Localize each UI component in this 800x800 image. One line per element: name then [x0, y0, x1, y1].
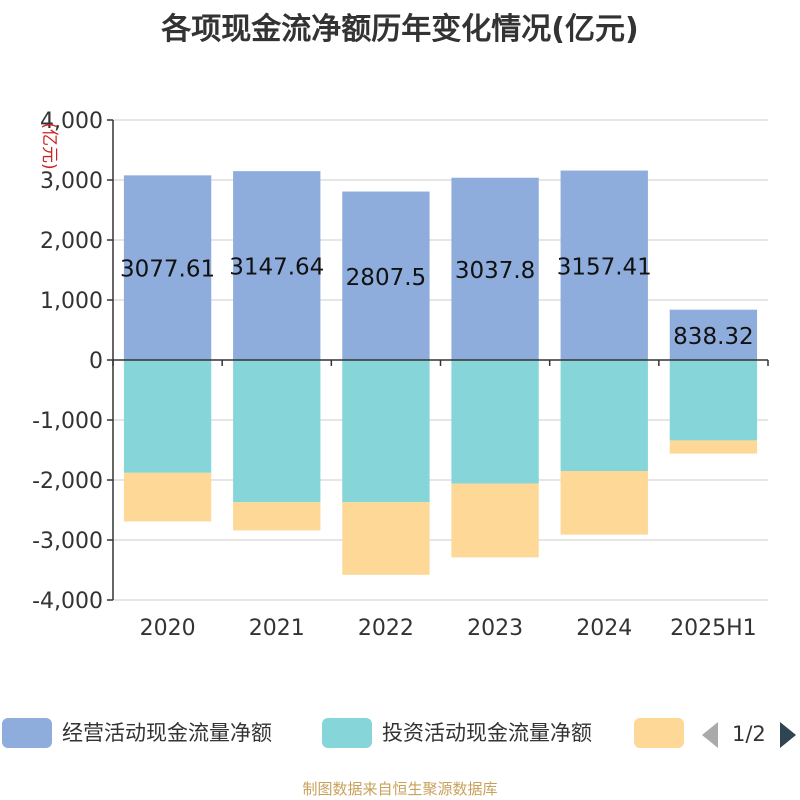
y-tick-label: -4,000	[32, 589, 103, 614]
legend-next-icon[interactable]	[780, 722, 796, 748]
legend-prev-icon[interactable]	[702, 722, 718, 748]
legend-swatch-investing	[322, 718, 372, 748]
y-tick-label: 0	[89, 349, 103, 374]
legend-item-investing[interactable]: 投资活动现金流量净额	[322, 716, 632, 750]
legend-label-investing: 投资活动现金流量净额	[382, 721, 592, 745]
y-tick-label: 2,000	[40, 229, 103, 254]
bar-investing[interactable]	[123, 360, 212, 473]
y-tick-label: 4,000	[40, 109, 103, 134]
bar-operating[interactable]	[233, 171, 321, 360]
bar-investing[interactable]	[669, 360, 758, 441]
x-tick-label: 2020	[140, 616, 196, 641]
x-tick-label: 2022	[358, 616, 414, 641]
chart-title: 各项现金流净额历年变化情况(亿元)	[161, 12, 639, 47]
data-label: 838.32	[673, 324, 753, 350]
bar-operating[interactable]	[342, 191, 430, 360]
bar-operating[interactable]	[669, 309, 758, 360]
bar-operating[interactable]	[123, 175, 212, 360]
bar-investing[interactable]	[342, 360, 430, 503]
data-label: 3157.41	[557, 254, 652, 280]
bar-financing[interactable]	[233, 502, 321, 531]
bar-operating[interactable]	[451, 177, 539, 360]
data-label: 3037.8	[455, 258, 535, 284]
x-tick-label: 2021	[249, 616, 305, 641]
legend-swatch-operating	[2, 718, 52, 748]
bar-financing[interactable]	[123, 472, 212, 522]
bar-financing[interactable]	[560, 471, 648, 535]
legend-pager: 1/2	[700, 718, 800, 752]
bar-investing[interactable]	[451, 360, 539, 484]
chart-canvas: 4,000 3,000 2,000 1,000 0 -1,000 -2,000 -3,000 -…	[32, 109, 769, 641]
legend-page-indicator: 1/2	[732, 722, 766, 746]
y-axis-label: (亿元)	[39, 122, 59, 169]
source-footer: 制图数据来自恒生聚源数据库	[302, 780, 498, 798]
bar-investing[interactable]	[233, 360, 321, 503]
y-tick-label: -2,000	[32, 469, 103, 494]
y-tick-label: 1,000	[40, 289, 103, 314]
bar-operating[interactable]	[560, 170, 648, 360]
x-tick-label: 2024	[576, 616, 632, 641]
legend-item-financing[interactable]	[634, 716, 684, 750]
y-tick-label: -1,000	[32, 409, 103, 434]
bar-investing[interactable]	[560, 360, 648, 471]
x-tick-label: 2025H1	[670, 616, 757, 641]
legend-item-operating[interactable]: 经营活动现金流量净额	[2, 716, 312, 750]
legend-label-operating: 经营活动现金流量净额	[62, 721, 272, 745]
bar-financing[interactable]	[669, 440, 758, 454]
data-label: 3147.64	[229, 255, 324, 281]
data-label: 2807.5	[346, 265, 426, 291]
bar-financing[interactable]	[451, 483, 539, 558]
data-label: 3077.61	[120, 257, 215, 283]
y-tick-label: -3,000	[32, 529, 103, 554]
bar-financing[interactable]	[342, 502, 430, 575]
y-tick-label: 3,000	[40, 169, 103, 194]
legend-swatch-financing	[634, 718, 684, 748]
x-tick-label: 2023	[467, 616, 523, 641]
